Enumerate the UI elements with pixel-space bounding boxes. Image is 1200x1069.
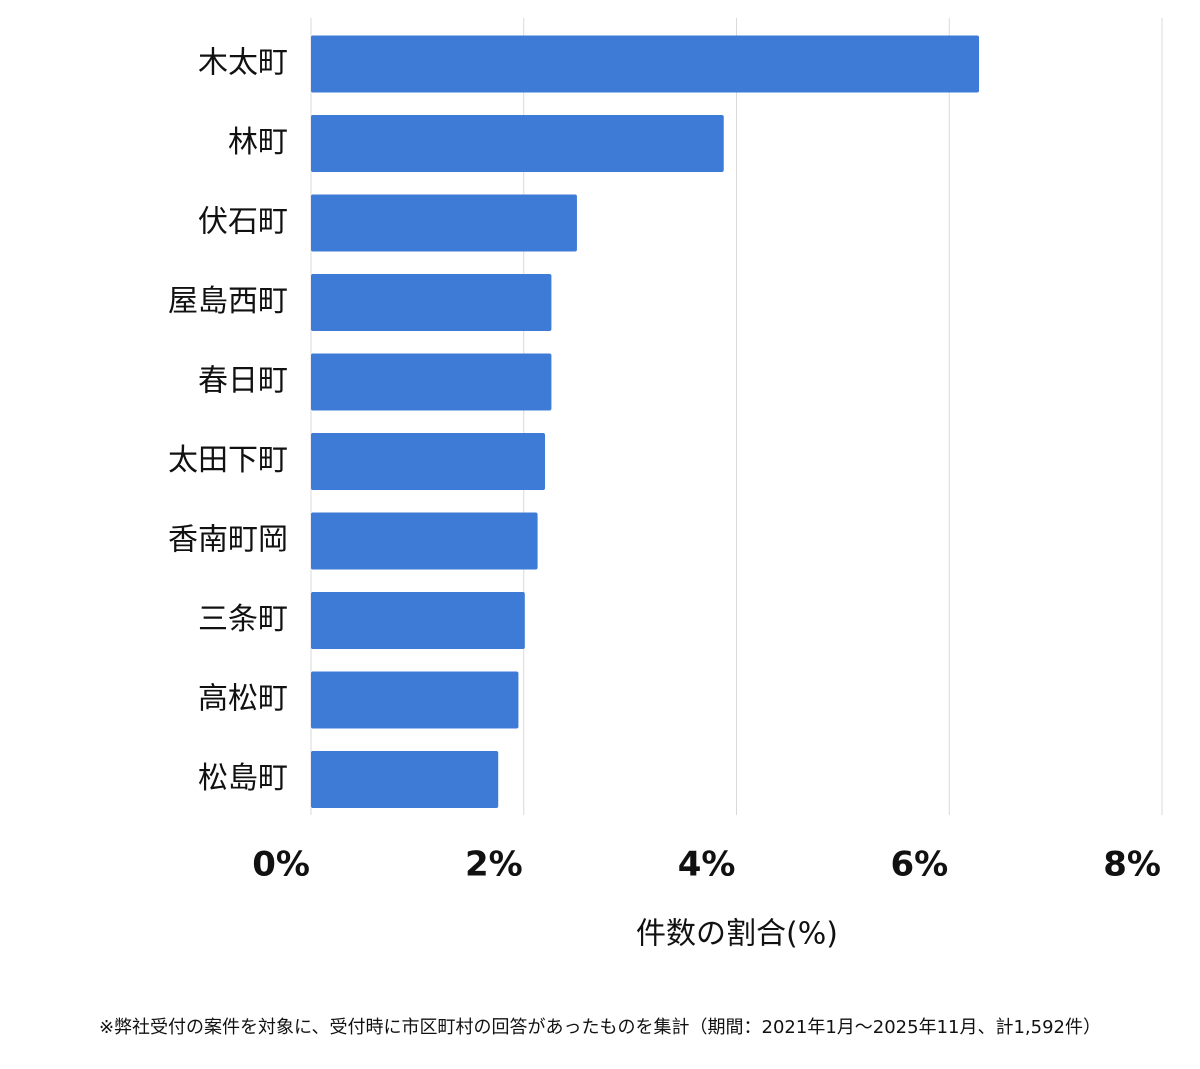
x-tick-label: 4% bbox=[678, 845, 736, 885]
y-tick-label: 木太町 bbox=[198, 46, 288, 81]
x-tick-label: 6% bbox=[891, 845, 949, 885]
bar bbox=[311, 433, 546, 490]
bar bbox=[311, 353, 552, 411]
bar bbox=[311, 274, 552, 331]
y-tick-label: 太田下町 bbox=[168, 443, 288, 478]
x-axis-label: 件数の割合(%) bbox=[636, 917, 838, 952]
bar bbox=[311, 512, 538, 570]
footnote: ※弊社受付の案件を対象に、受付時に市区町村の回答があったものを集計（期間：202… bbox=[99, 1017, 1101, 1038]
y-tick-label: 屋島西町 bbox=[168, 284, 288, 319]
bar bbox=[311, 115, 724, 172]
x-tick-label: 8% bbox=[1103, 845, 1161, 885]
y-tick-label: 伏石町 bbox=[198, 205, 288, 240]
x-tick-label: 0% bbox=[252, 845, 310, 885]
y-tick-label: 林町 bbox=[228, 125, 288, 160]
y-tick-label: 三条町 bbox=[198, 602, 288, 637]
y-tick-label: 高松町 bbox=[198, 682, 288, 717]
y-tick-label: 春日町 bbox=[198, 364, 288, 399]
bar bbox=[311, 194, 577, 252]
x-tick-label: 2% bbox=[465, 845, 523, 885]
bar bbox=[311, 592, 525, 649]
bar bbox=[311, 751, 499, 808]
y-tick-label: 香南町岡 bbox=[168, 523, 288, 558]
bar bbox=[311, 671, 519, 729]
y-tick-label: 松島町 bbox=[198, 761, 288, 796]
bar bbox=[311, 35, 980, 93]
